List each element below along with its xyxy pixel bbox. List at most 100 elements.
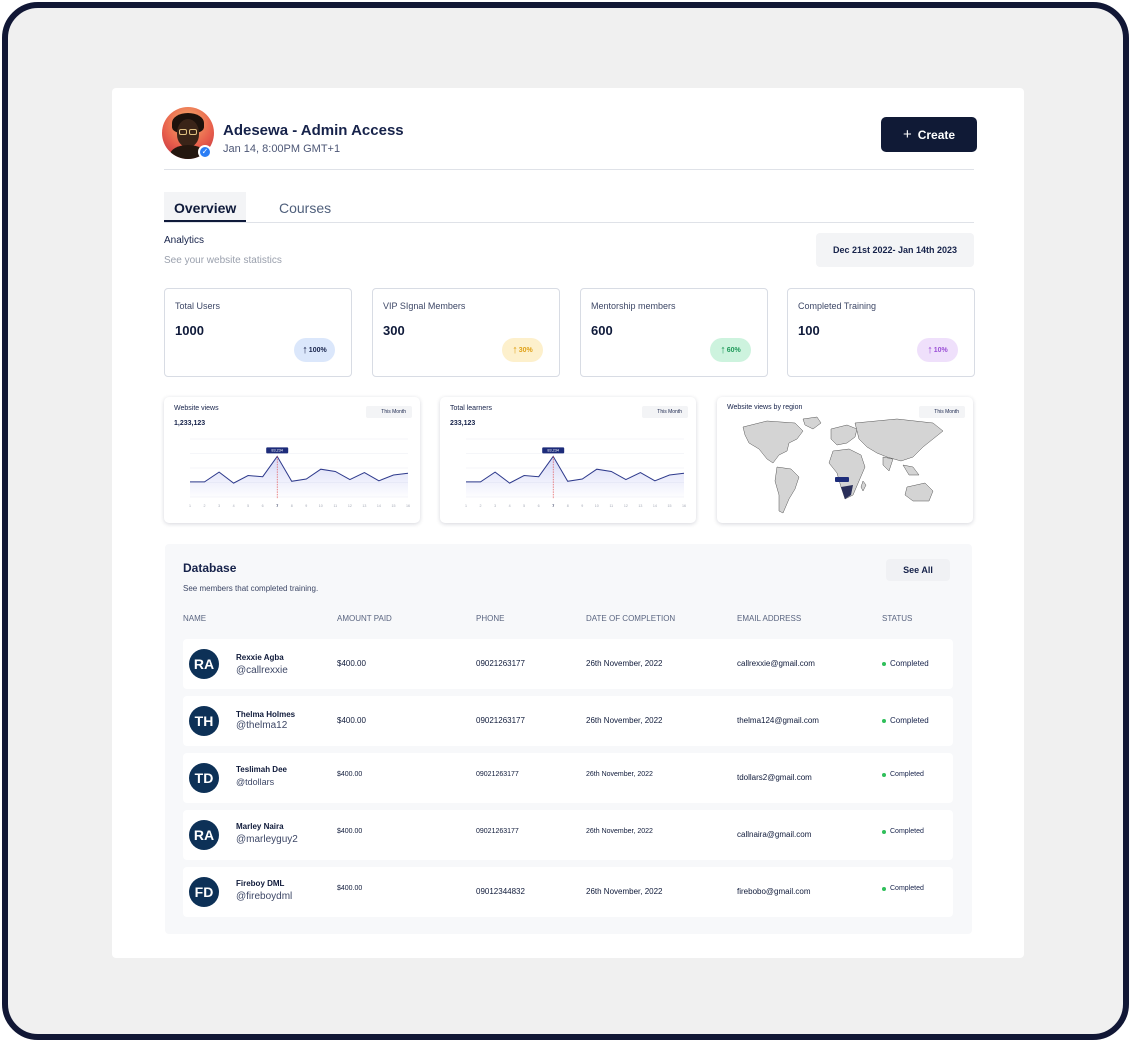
x-tick-label: 16	[682, 504, 686, 508]
x-tick-label: 15	[391, 504, 395, 508]
x-tick-label: 11	[609, 504, 613, 508]
amount-paid: $400.00	[337, 771, 363, 778]
status-badge: Completed	[882, 828, 924, 835]
month-filter[interactable]: This Month	[919, 406, 965, 418]
column-header: NAME	[183, 614, 207, 623]
x-tick-label: 16	[406, 504, 410, 508]
amount-paid: $400.00	[337, 885, 363, 892]
chart-value: 1,233,123	[174, 420, 206, 427]
create-label: Create	[917, 127, 956, 142]
profile-photo	[162, 107, 214, 159]
database-subtitle: See members that completed training.	[183, 584, 319, 593]
member-handle: @fireboydml	[236, 891, 293, 902]
database-title: Database	[183, 561, 237, 575]
email-address: firebobo@gmail.com	[737, 887, 811, 896]
stat-card-vip-members: VIP SIgnal Members 300 ↑ 30%	[372, 288, 560, 377]
x-tick-label: 14	[653, 504, 657, 508]
x-tick-label: 10	[319, 504, 323, 508]
member-name: Marley Naira	[236, 822, 284, 831]
see-all-button[interactable]: See All	[886, 559, 950, 581]
member-handle: @tdollars	[236, 777, 275, 787]
table-row[interactable]: TD Teslimah Dee @tdollars $400.00 090212…	[183, 753, 953, 803]
verified-badge-icon: ✓	[198, 145, 212, 159]
database-section: Database See members that completed trai…	[165, 544, 972, 934]
chart-title: Website views by region	[727, 404, 803, 411]
region-map-card: Website views by region This Month	[717, 397, 973, 523]
x-tick-label: 14	[377, 504, 381, 508]
stat-card-mentorship: Mentorship members 600 ↑ 60%	[580, 288, 768, 377]
world-map	[742, 416, 944, 514]
phone: 09021263177	[476, 659, 525, 668]
arrow-up-icon: ↑	[720, 344, 726, 356]
stat-value: 1000	[175, 323, 204, 338]
x-tick-label: 9	[305, 504, 307, 508]
status-badge: Completed	[882, 716, 929, 725]
x-tick-label: 3	[218, 504, 220, 508]
x-tick-label: 5	[247, 504, 249, 508]
tab-overview[interactable]: Overview	[164, 192, 247, 222]
x-tick-label: 11	[333, 504, 337, 508]
status-badge: Completed	[882, 771, 924, 778]
change-badge: ↑ 10%	[917, 338, 958, 362]
tooltip-box	[266, 447, 289, 454]
x-tick-label: 7	[276, 504, 278, 508]
table-row[interactable]: TH Thelma Holmes @thelma12 $400.00 09021…	[183, 696, 953, 746]
highlighted-region[interactable]	[841, 485, 853, 499]
series-area	[190, 456, 408, 497]
x-tick-label: 4	[509, 504, 511, 508]
user-name: Adesewa - Admin Access	[223, 122, 404, 139]
analytics-subtitle: See your website statistics	[164, 255, 282, 266]
timestamp: Jan 14, 8:00PM GMT+1	[223, 143, 341, 155]
avatar-initials: RA	[189, 649, 219, 679]
total-learners-card: Total learners 233,123 This Month 83,234…	[440, 397, 696, 523]
member-handle: @callrexxie	[236, 665, 288, 676]
x-tick-label: 8	[567, 504, 569, 508]
status-badge: Completed	[882, 659, 929, 668]
member-handle: @thelma12	[236, 720, 288, 731]
x-tick-label: 9	[581, 504, 583, 508]
column-header: PHONE	[476, 614, 505, 623]
phone: 09021263177	[476, 771, 519, 778]
change-badge: ↑ 100%	[294, 338, 335, 362]
column-header: AMOUNT PAID	[337, 614, 392, 623]
arrow-up-icon: ↑	[512, 344, 518, 356]
chart-title: Total learners	[450, 405, 493, 412]
analytics-title: Analytics	[164, 235, 205, 246]
table-row[interactable]: RA Rexxie Agba @callrexxie $400.00 09021…	[183, 639, 953, 689]
phone: 09012344832	[476, 887, 525, 896]
stat-value: 300	[383, 323, 405, 338]
member-name: Teslimah Dee	[236, 765, 287, 774]
member-name: Rexxie Agba	[236, 653, 284, 662]
amount-paid: $400.00	[337, 659, 366, 668]
x-tick-label: 10	[595, 504, 599, 508]
x-tick-label: 12	[624, 504, 628, 508]
email-address: thelma124@gmail.com	[737, 716, 819, 725]
series-area	[466, 456, 684, 497]
series-line	[190, 455, 409, 484]
x-tick-label: 13	[638, 504, 642, 508]
arrow-up-icon: ↑	[927, 344, 933, 356]
x-tick-label: 7	[552, 504, 554, 508]
avatar-initials: TH	[189, 706, 219, 736]
tooltip-label: 83,234	[271, 449, 283, 453]
x-tick-label: 3	[494, 504, 496, 508]
x-tick-label: 4	[233, 504, 235, 508]
create-button[interactable]: + Create	[881, 117, 977, 152]
dashboard-panel: ✓ Adesewa - Admin Access Jan 14, 8:00PM …	[112, 88, 1024, 958]
member-name: Fireboy DML	[236, 879, 285, 888]
column-header: STATUS	[882, 614, 913, 623]
month-filter[interactable]: This Month	[642, 406, 688, 418]
avatar-initials: FD	[189, 877, 219, 907]
table-row[interactable]: FD Fireboy DML @fireboydml $400.00 09012…	[183, 867, 953, 917]
date-range-picker[interactable]: Dec 21st 2022- Jan 14th 2023	[816, 233, 974, 267]
email-address: callnaira@gmail.com	[737, 830, 812, 839]
month-filter[interactable]: This Month	[366, 406, 412, 418]
tooltip-label: 83,234	[547, 449, 559, 453]
avatar[interactable]: ✓	[162, 107, 214, 159]
tab-courses[interactable]: Courses	[279, 200, 332, 216]
table-row[interactable]: RA Marley Naira @marleyguy2 $400.00 0902…	[183, 810, 953, 860]
arrow-up-icon: ↑	[302, 344, 308, 356]
email-address: tdollars2@gmail.com	[737, 773, 812, 782]
